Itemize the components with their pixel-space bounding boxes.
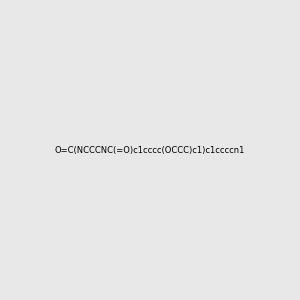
Text: O=C(NCCCNC(=O)c1cccc(OCCC)c1)c1ccccn1: O=C(NCCCNC(=O)c1cccc(OCCC)c1)c1ccccn1 [55, 146, 245, 154]
